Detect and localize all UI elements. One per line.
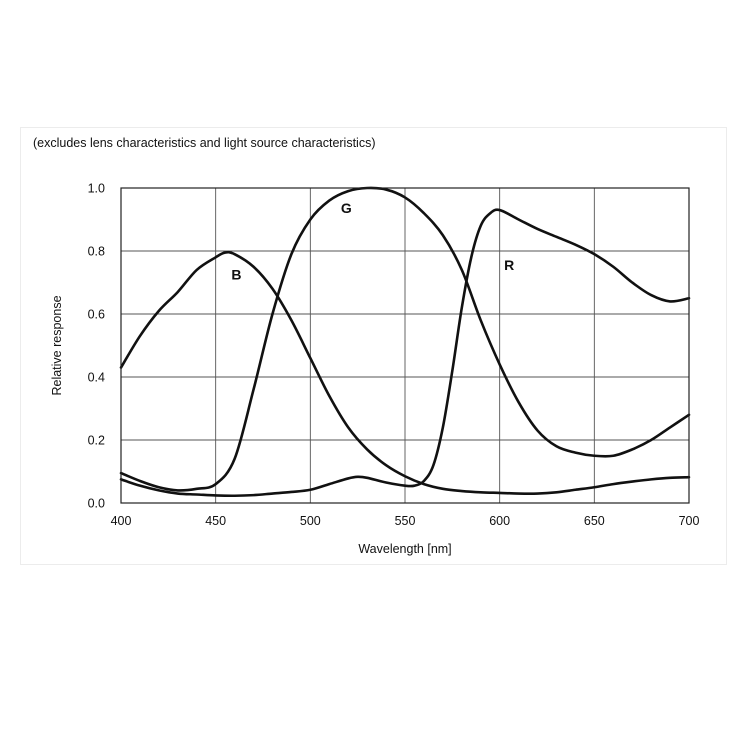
x-tick-label: 700	[679, 514, 700, 528]
y-tick-label: 0.6	[88, 308, 105, 322]
series-label-r: R	[504, 257, 514, 273]
series-line-g	[119, 186, 691, 492]
x-axis-label: Wavelength [nm]	[358, 542, 451, 556]
x-tick-label: 400	[111, 514, 132, 528]
series-lines: B G R	[119, 186, 691, 498]
x-tick-label: 550	[395, 514, 416, 528]
y-tick-label: 0.4	[88, 371, 105, 385]
x-tick-label: 650	[584, 514, 605, 528]
plot-frame	[120, 187, 690, 504]
series-line-b	[119, 250, 691, 495]
series-label-b: B	[231, 266, 241, 282]
chart-note: (excludes lens characteristics and light…	[33, 136, 376, 150]
y-tick-label: 0.2	[88, 434, 105, 448]
y-tick-label: 0.8	[88, 245, 105, 259]
x-tick-label: 500	[300, 514, 321, 528]
y-tick-label: 0.0	[88, 497, 105, 511]
series-label-g: G	[341, 200, 352, 216]
chart-figure: (excludes lens characteristics and light…	[20, 127, 727, 565]
y-tick-label: 1.0	[88, 182, 105, 196]
x-tick-label: 450	[205, 514, 226, 528]
series-line-r	[119, 208, 691, 498]
y-axis-label: Relative response	[50, 295, 64, 395]
spectral-response-chart: B G R 400 450 500 550 600 650 700 0.0 0.2 0.4 0.6 0.8…	[50, 182, 700, 557]
tick-labels: 400 450 500 550 600 650 700 0.0 0.2 0.4 0.6 0.8 1.0	[88, 182, 700, 529]
x-tick-label: 600	[489, 514, 510, 528]
